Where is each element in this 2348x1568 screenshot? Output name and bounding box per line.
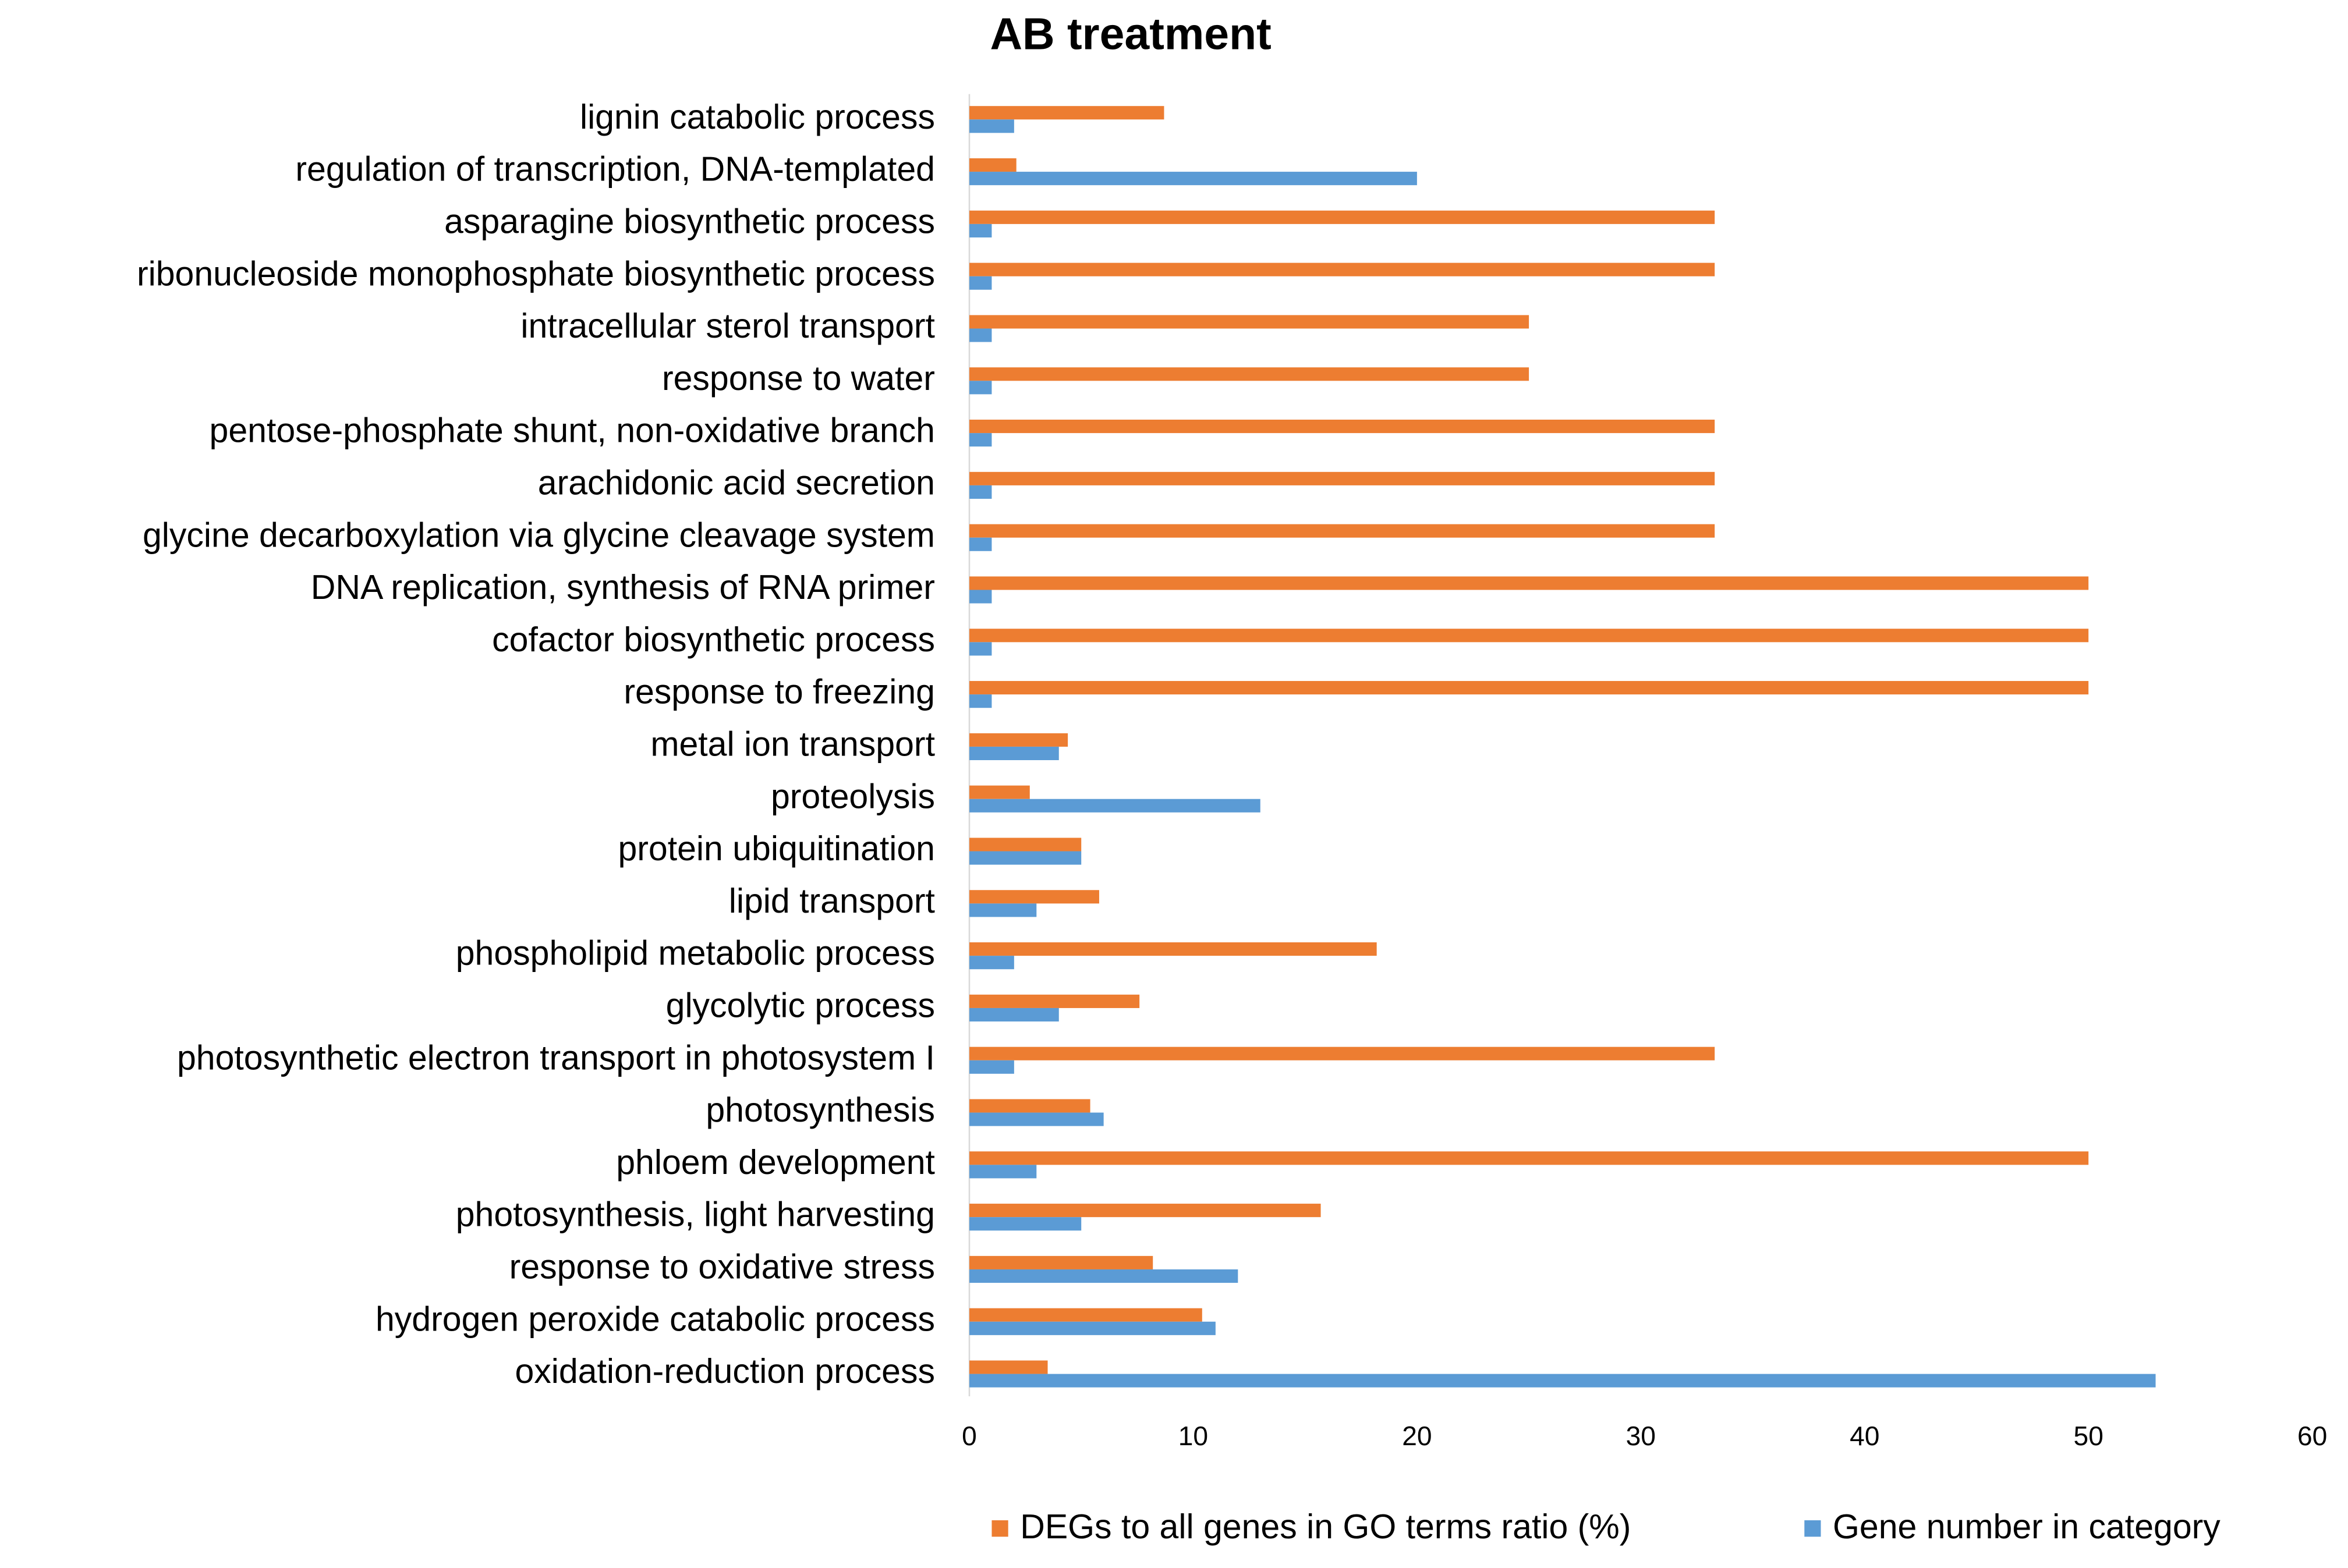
y-tick-label: photosynthesis [706, 1091, 935, 1129]
bar [969, 1360, 1048, 1374]
y-tick-label: metal ion transport [650, 725, 935, 764]
bar [969, 942, 1377, 956]
bar [969, 1204, 1321, 1218]
bar [969, 994, 1140, 1008]
x-tick-label: 50 [2074, 1421, 2103, 1451]
bar [969, 262, 1715, 276]
bar [969, 210, 1715, 224]
y-tick-label: proteolysis [771, 777, 935, 815]
y-tick-label: DNA replication, synthesis of RNA primer [311, 568, 935, 606]
y-tick-label: lipid transport [729, 882, 935, 920]
bar [969, 799, 1260, 813]
bar [969, 890, 1099, 904]
bar [969, 1217, 1082, 1231]
bar [969, 471, 1715, 485]
y-tick-label: photosynthesis, light harvesting [456, 1195, 935, 1234]
bar [969, 328, 992, 342]
bar [969, 433, 992, 447]
bar [969, 1099, 1090, 1113]
bar [969, 576, 2089, 590]
y-tick-label: glycine decarboxylation via glycine clea… [143, 516, 935, 554]
bar [969, 367, 1529, 381]
x-tick-label: 60 [2297, 1421, 2327, 1451]
bar [969, 381, 992, 395]
y-tick-label: hydrogen peroxide catabolic process [376, 1300, 935, 1338]
bar [969, 1151, 2089, 1165]
bar [969, 537, 992, 551]
y-tick-label: phloem development [616, 1143, 935, 1182]
x-tick-label: 30 [1626, 1421, 1656, 1451]
bar [969, 746, 1059, 761]
bar [969, 903, 1037, 917]
y-tick-label: photosynthetic electron transport in pho… [177, 1038, 935, 1077]
bar [969, 1112, 1104, 1126]
bar [969, 172, 1417, 186]
bar [969, 315, 1529, 329]
y-tick-label: response to water [662, 359, 935, 398]
y-tick-label: regulation of transcription, DNA-templat… [295, 150, 935, 189]
bar [969, 681, 2089, 695]
y-tick-label: arachidonic acid secretion [538, 463, 935, 502]
bar [969, 485, 992, 499]
legend-label: DEGs to all genes in GO terms ratio (%) [1020, 1507, 1631, 1546]
y-tick-label: ribonucleoside monophosphate biosyntheti… [137, 254, 935, 293]
bar [969, 1269, 1238, 1283]
y-tick-label: intracellular sterol transport [520, 307, 935, 345]
bar [969, 694, 992, 708]
bar [969, 276, 992, 290]
y-tick-label: cofactor biosynthetic process [492, 620, 935, 659]
bar [969, 1255, 1153, 1269]
bar [969, 956, 1014, 970]
bar [969, 119, 1014, 133]
bar [969, 1165, 1037, 1179]
bar [969, 524, 1715, 538]
y-tick-label: asparagine biosynthetic process [444, 202, 935, 240]
bar [969, 629, 2089, 643]
y-tick-label: lignin catabolic process [580, 98, 935, 136]
y-tick-label: response to freezing [624, 673, 935, 711]
bar [969, 1008, 1059, 1022]
bar [969, 1308, 1202, 1322]
bar [969, 785, 1030, 799]
y-tick-label: glycolytic process [666, 987, 935, 1025]
x-tick-label: 10 [1178, 1421, 1208, 1451]
y-tick-label: pentose-phosphate shunt, non-oxidative b… [210, 411, 935, 450]
bar [969, 106, 1164, 120]
legend-label: Gene number in category [1833, 1507, 2220, 1546]
y-tick-label: oxidation-reduction process [515, 1352, 935, 1390]
bar [969, 851, 1082, 865]
bar [969, 1374, 2156, 1388]
bar [969, 1321, 1216, 1335]
x-tick-label: 20 [1402, 1421, 1432, 1451]
bar [969, 733, 1068, 747]
y-tick-label: protein ubiquitination [618, 829, 935, 868]
bar [969, 838, 1082, 852]
bar [969, 224, 992, 237]
bar [969, 158, 1017, 172]
bar [969, 642, 992, 656]
bar [969, 1046, 1715, 1060]
y-tick-label: phospholipid metabolic process [456, 934, 935, 973]
legend-swatch [991, 1520, 1008, 1537]
bar [969, 590, 992, 604]
x-tick-label: 40 [1850, 1421, 1879, 1451]
chart-title: AB treatment [990, 9, 1271, 59]
x-tick-label: 0 [962, 1421, 977, 1451]
y-tick-label: response to oxidative stress [509, 1248, 935, 1286]
bar [969, 420, 1715, 434]
bar [969, 1060, 1014, 1074]
legend-swatch [1804, 1520, 1821, 1537]
